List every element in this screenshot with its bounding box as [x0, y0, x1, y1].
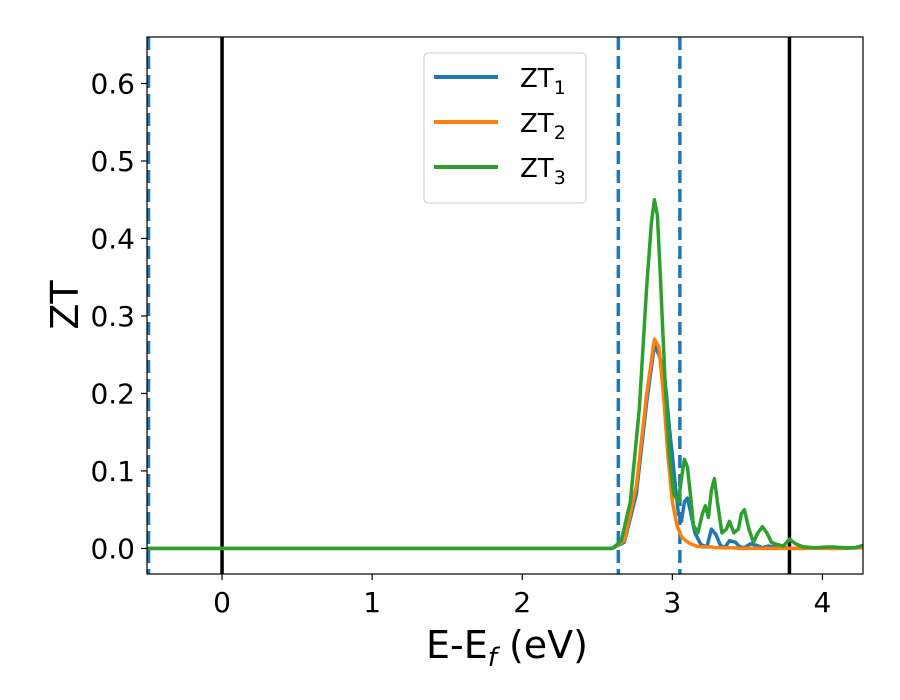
plot-frame [146, 36, 864, 575]
y-tick-label: 0.1 [90, 455, 135, 488]
series-line-zt1 [147, 343, 863, 551]
axis-ticks: 0 1 2 3 4 0.0 0.1 0.2 0.3 0.4 0.5 0.6 [90, 67, 831, 619]
x-axis-title: E-Ef (eV) [426, 623, 588, 673]
legend-label-main: ZT [520, 154, 554, 184]
y-axis-title: ZT [43, 280, 87, 330]
y-tick-label: 0.0 [90, 532, 135, 565]
legend-label-subscript: 1 [554, 77, 566, 99]
y-tick-label: 0.5 [90, 145, 135, 178]
legend-label-zt2: ZT2 [520, 109, 566, 144]
x-tick-label: 1 [363, 586, 381, 619]
x-axis-title-unit: (eV) [497, 623, 588, 667]
x-axis-title-main: E-E [426, 623, 488, 667]
series-line-zt3 [147, 197, 863, 551]
legend-label-zt1: ZT1 [520, 64, 566, 99]
legend-label-subscript: 3 [554, 167, 566, 189]
legend-label-main: ZT [520, 109, 554, 139]
y-tick-label: 0.3 [90, 300, 135, 333]
x-tick-label: 2 [513, 586, 531, 619]
legend-label-zt3: ZT3 [520, 154, 566, 189]
y-tick-label: 0.2 [90, 377, 135, 410]
legend-label-subscript: 2 [554, 122, 566, 144]
y-tick-label: 0.6 [90, 67, 135, 100]
series-lines [147, 197, 863, 551]
x-tick-label: 3 [663, 586, 681, 619]
reference-lines [147, 37, 792, 574]
x-tick-label: 0 [213, 586, 231, 619]
legend-label-main: ZT [520, 64, 554, 94]
x-tick-label: 4 [814, 586, 832, 619]
y-tick-label: 0.4 [90, 222, 135, 255]
series-line-zt2 [147, 337, 863, 551]
